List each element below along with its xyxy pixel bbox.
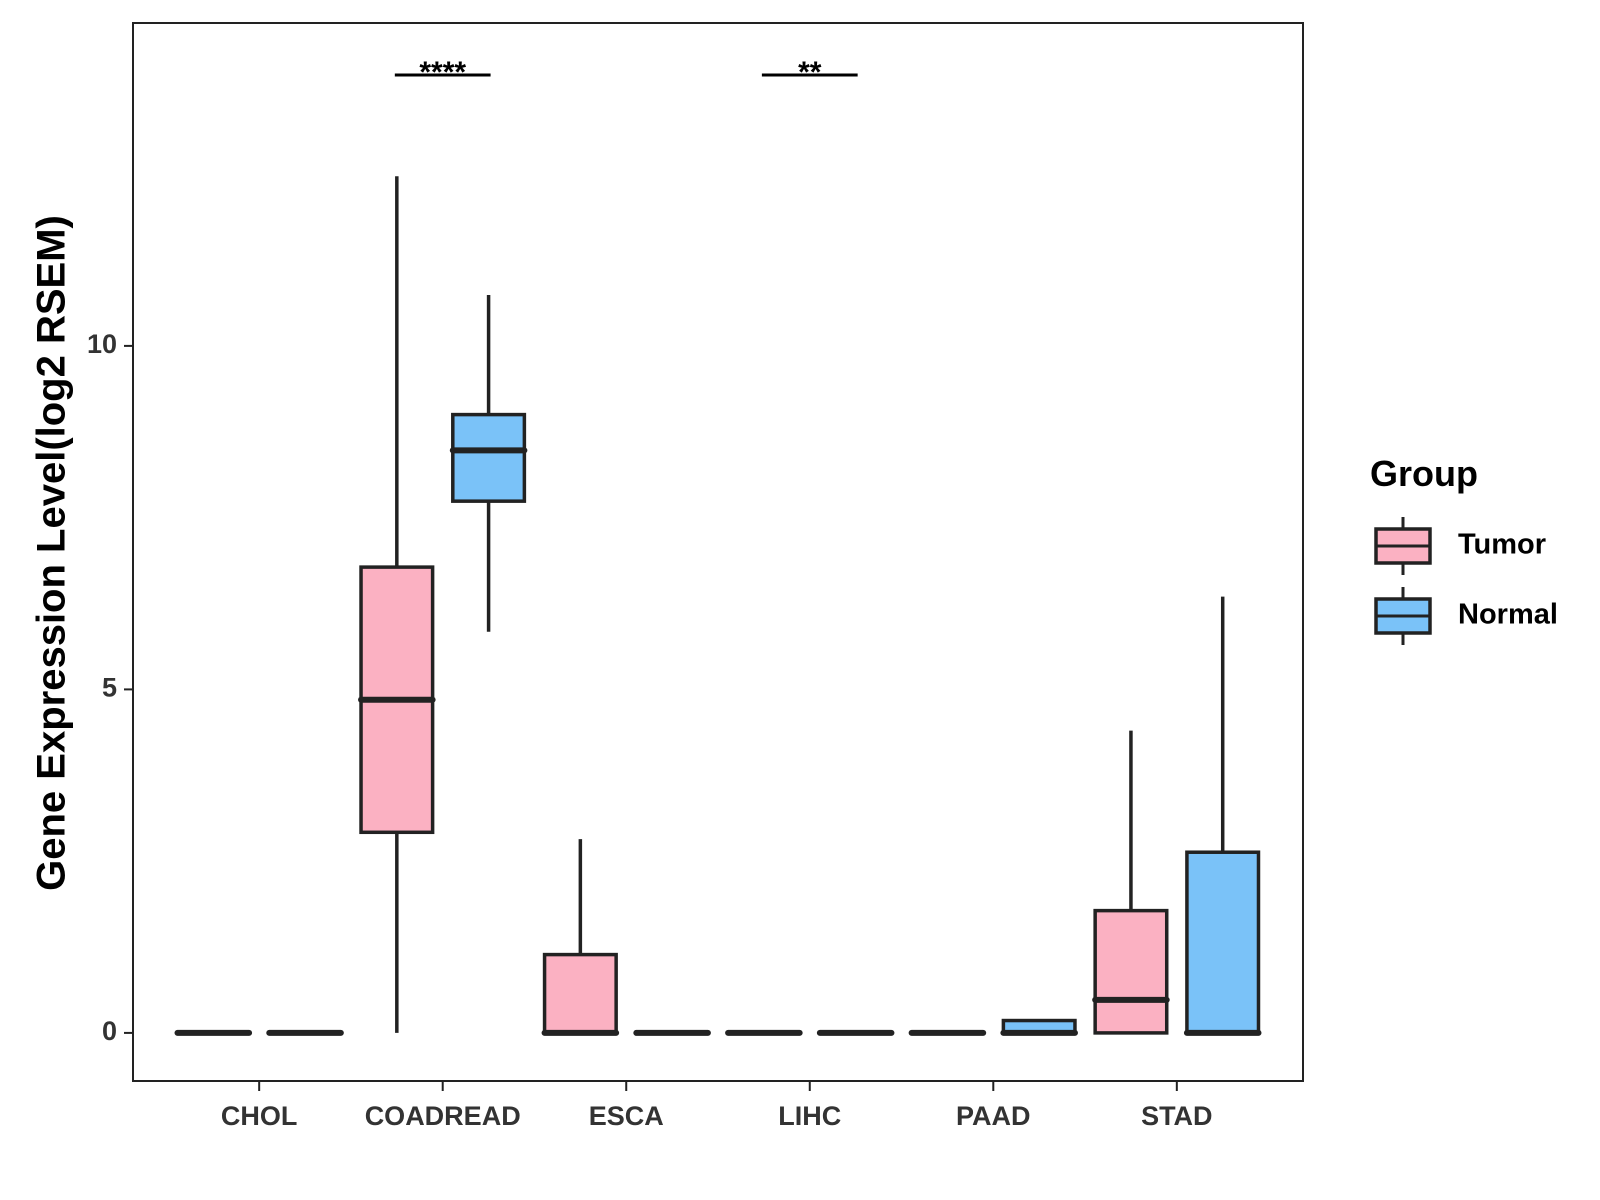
legend-label-tumor: Tumor (1458, 529, 1546, 561)
box-body (1093, 908, 1169, 1035)
significance-label: **** (419, 56, 466, 89)
plot-panel (132, 22, 1304, 1082)
x-axis: CHOL COADREAD ESCA LIHC PAAD STAD (221, 1081, 1213, 1131)
significance-lihc: ** (761, 56, 858, 89)
y-tick-label: 5 (102, 673, 117, 703)
y-axis: 0 5 10 (87, 329, 133, 1046)
x-tick-label: CHOL (221, 1101, 298, 1131)
y-tick-label: 0 (102, 1016, 117, 1046)
significance-coadread: **** (394, 56, 491, 89)
box-tumor-esca (541, 839, 620, 1036)
y-tick-label: 10 (87, 329, 117, 359)
legend-item-normal: Normal (1374, 587, 1558, 645)
box-tumor-coadread (358, 176, 436, 1033)
significance-layer: **** ** (394, 56, 858, 89)
x-tick-label: PAAD (956, 1101, 1031, 1131)
legend: Group Tumor Normal (1370, 453, 1558, 645)
box-body (1185, 850, 1261, 1035)
legend-label-normal: Normal (1458, 599, 1558, 631)
x-tick-label: STAD (1141, 1101, 1213, 1131)
x-tick-label: LIHC (778, 1101, 841, 1131)
x-tick-label: COADREAD (365, 1101, 521, 1131)
significance-label: ** (798, 56, 822, 89)
box-body (451, 412, 527, 503)
boxes-layer (174, 176, 1262, 1036)
box-normal-coadread (449, 295, 528, 632)
legend-items: Tumor Normal (1374, 517, 1558, 645)
box-tumor-stad (1092, 730, 1170, 1035)
box-body (542, 952, 618, 1035)
legend-item-tumor: Tumor (1374, 517, 1546, 575)
y-axis-title: Gene Expression Level(log2 RSEM) (30, 215, 74, 891)
x-tick-label: ESCA (589, 1101, 664, 1131)
legend-title: Group (1370, 453, 1478, 494)
box-normal-stad (1183, 596, 1262, 1036)
box-normal-paad (1000, 1018, 1078, 1036)
